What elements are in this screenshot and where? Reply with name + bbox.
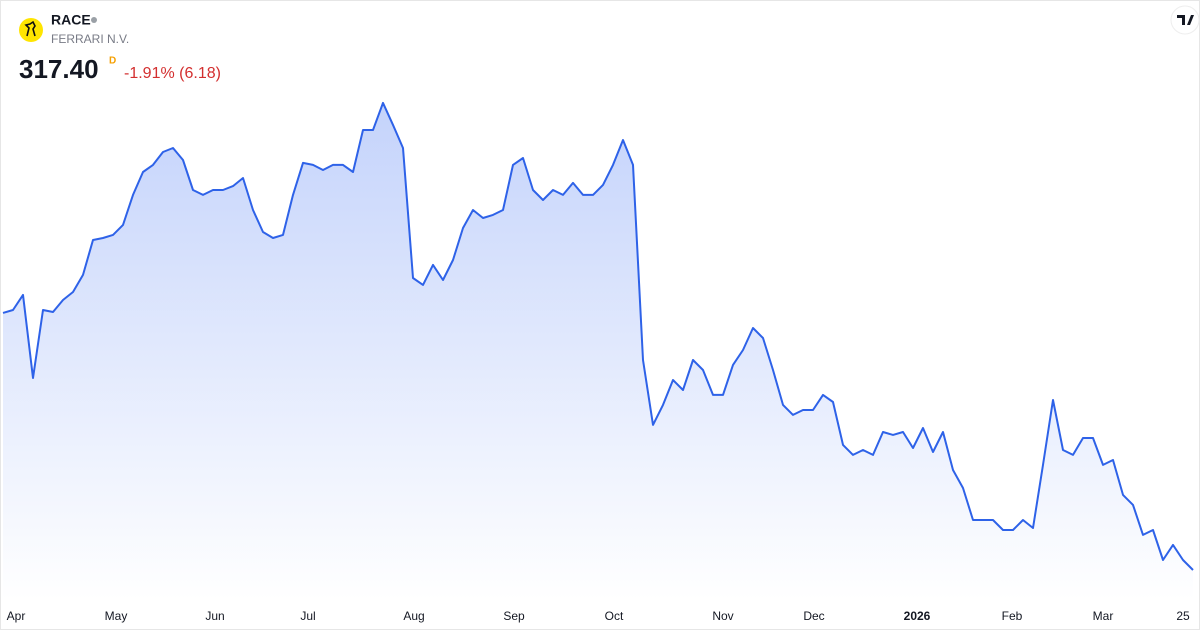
- logo: [19, 18, 43, 42]
- x-tick-label: Jul: [300, 609, 315, 623]
- x-tick-label: Sep: [503, 609, 525, 623]
- x-tick-label: Jun: [205, 609, 224, 623]
- status-dot: [91, 17, 97, 23]
- x-tick-label: 25: [1176, 609, 1190, 623]
- tv-logo[interactable]: [1170, 5, 1200, 35]
- x-tick-label: Apr: [7, 609, 26, 623]
- interval: D: [109, 56, 116, 67]
- plot-area: [2, 101, 1194, 601]
- x-tick-label: Mar: [1093, 609, 1114, 623]
- symbol: RACE: [51, 12, 91, 28]
- x-tick-label: Nov: [712, 609, 733, 623]
- price: 317.40: [19, 54, 99, 84]
- x-tick-label: Dec: [803, 609, 824, 623]
- x-tick-label: Oct: [605, 609, 624, 623]
- change: -1.91% (6.18): [124, 65, 221, 82]
- logo-horse: [24, 20, 36, 37]
- company-name: FERRARI N.V.: [51, 32, 129, 46]
- area-fill: [3, 102, 1193, 601]
- x-tick-label: May: [105, 609, 128, 623]
- x-tick-label: 2026: [904, 609, 931, 623]
- x-tick-label: Aug: [403, 609, 424, 623]
- x-tick-label: Feb: [1002, 609, 1023, 623]
- price-line: [2, 101, 1194, 571]
